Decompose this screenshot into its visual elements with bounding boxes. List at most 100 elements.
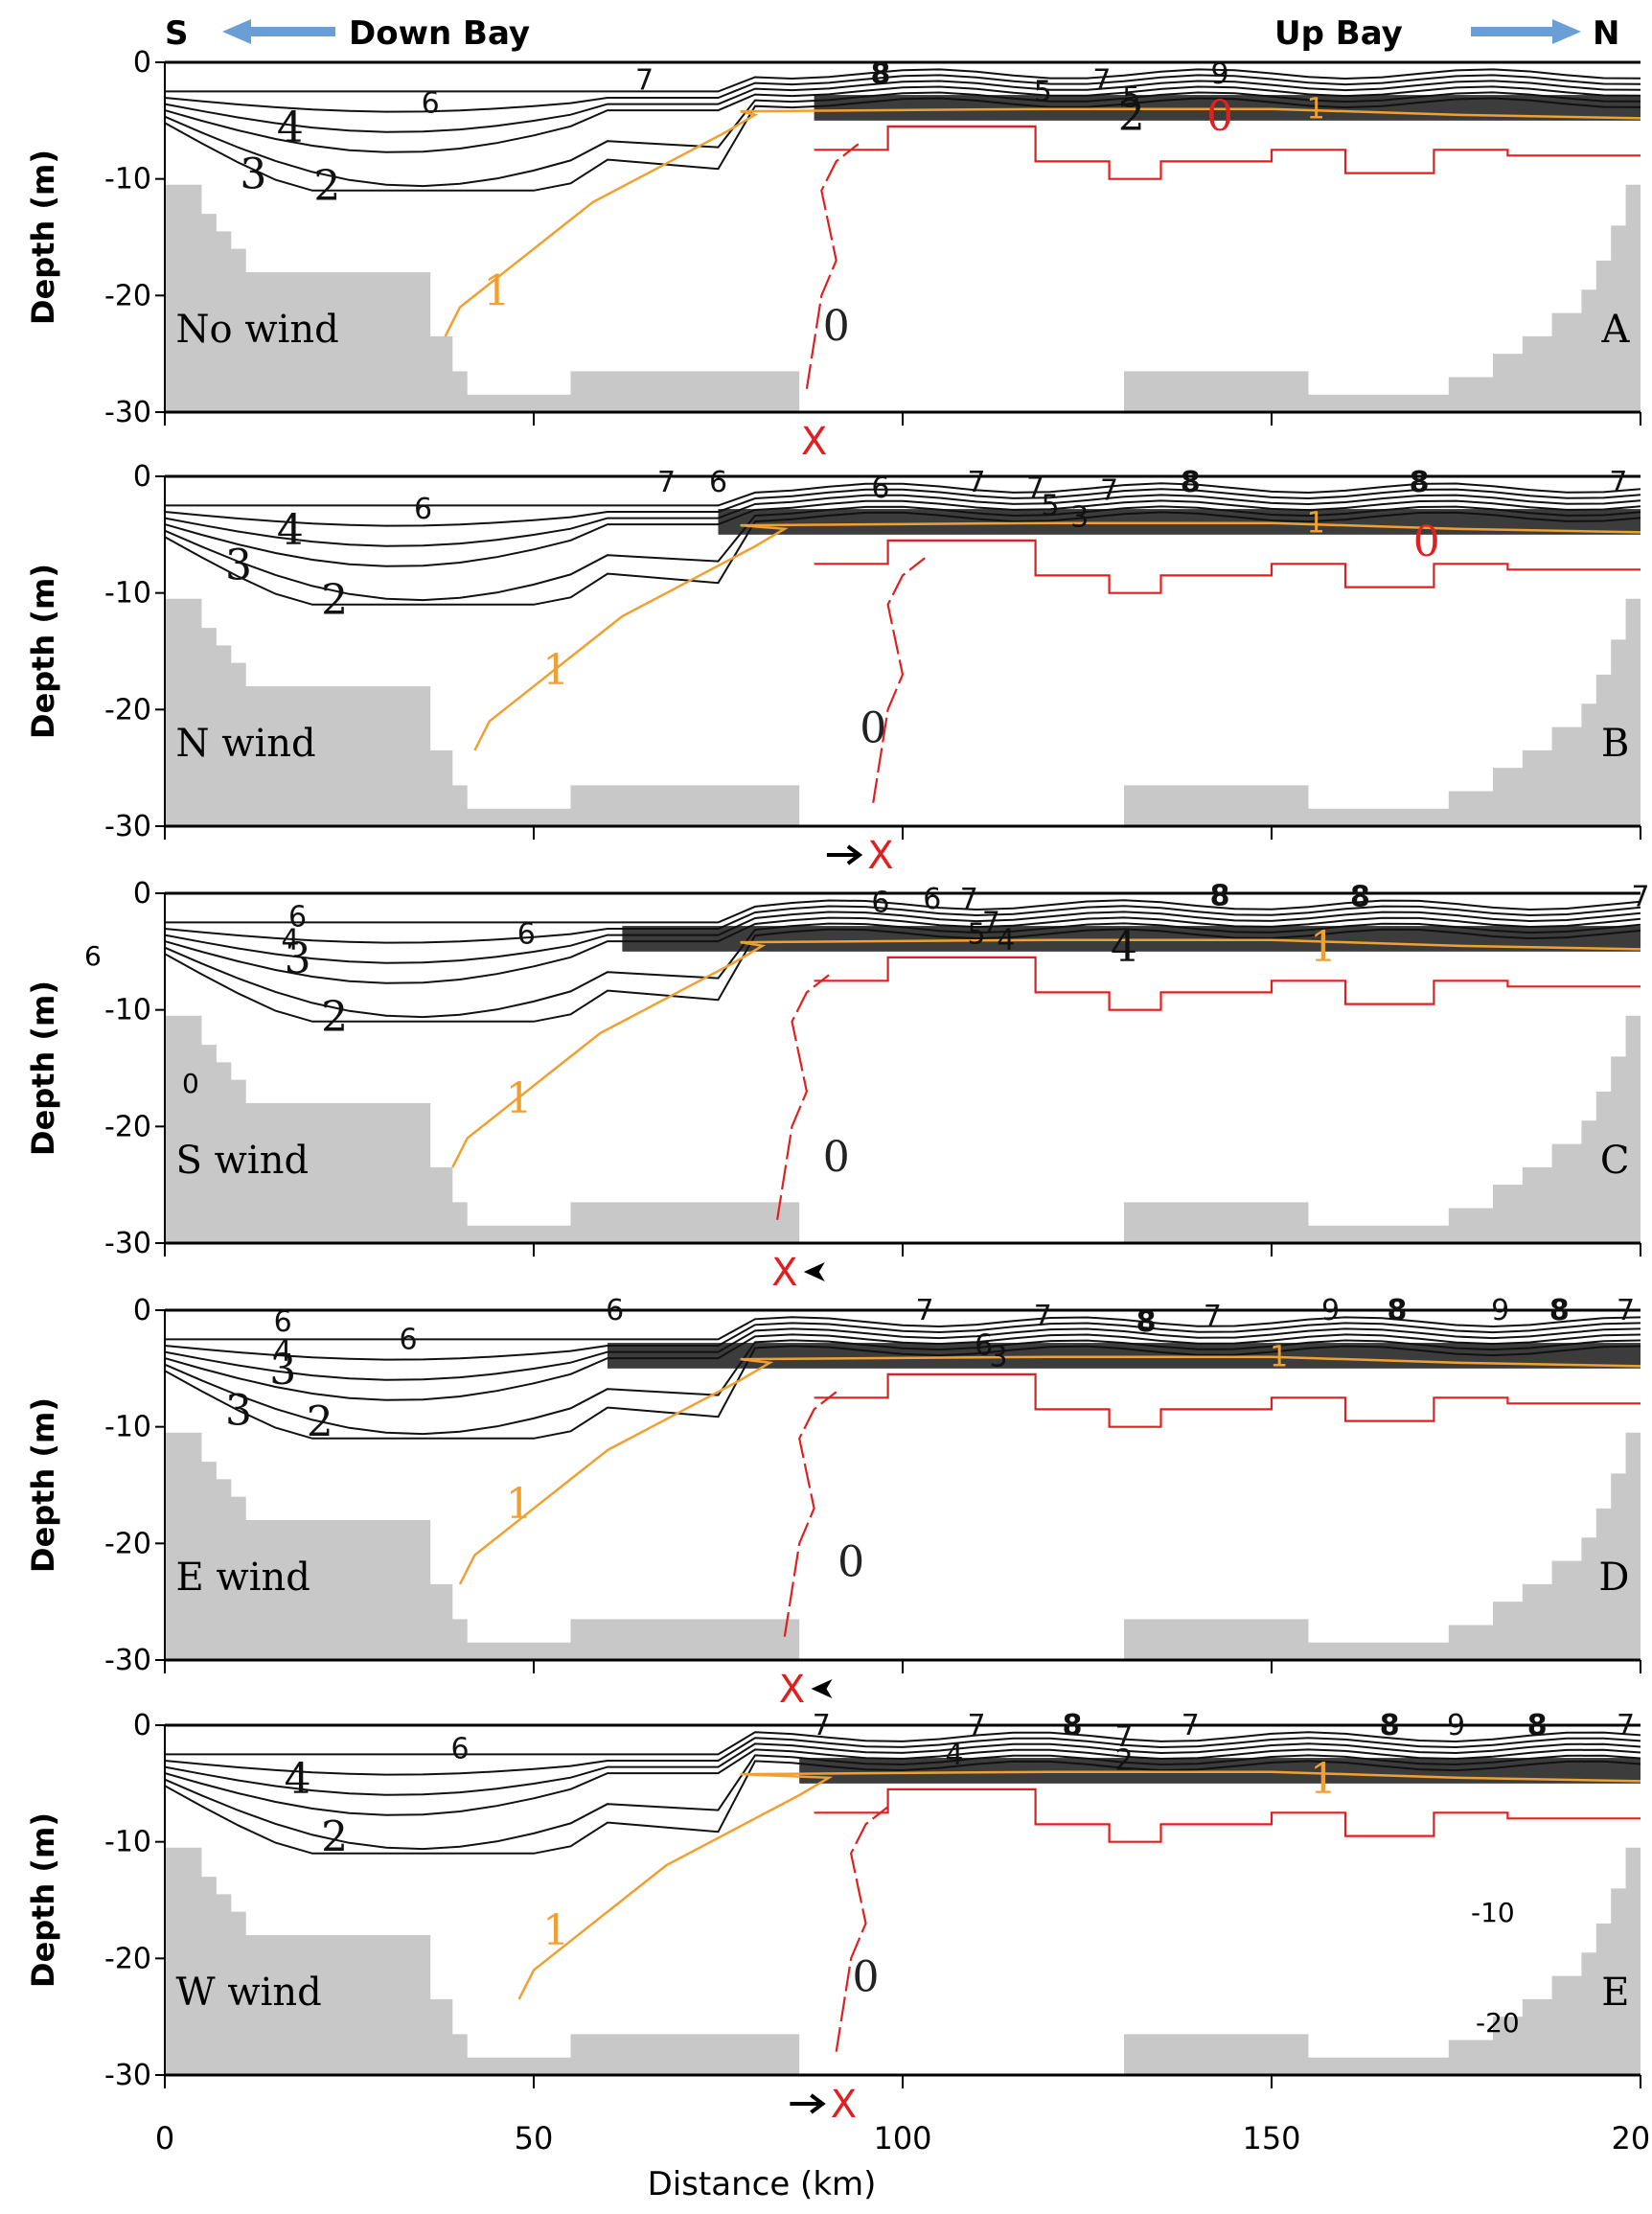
salinity-contour — [164, 905, 1641, 944]
contour-label: 4 — [945, 1738, 963, 1771]
contour-label: 8 — [1181, 466, 1201, 499]
isohaline-0-profile — [814, 539, 1641, 594]
y-tick-label: -30 — [104, 810, 151, 843]
contour-label: 1 — [484, 266, 511, 315]
x-tick-label: 100 — [873, 2120, 931, 2156]
bathymetry-fill — [165, 598, 1641, 826]
contour-label: 7 — [1609, 466, 1627, 499]
e-right-minus10-label: -10 — [1471, 1897, 1515, 1928]
panel-title: E wind — [176, 1556, 310, 1600]
x-axis-title: Distance (km) — [648, 2165, 877, 2203]
contour-label: 3 — [285, 934, 311, 983]
contour-label: 0 — [1206, 92, 1233, 141]
y-axis-titles: Depth (m) Depth (m) Depth (m) Depth (m) Dept… — [25, 150, 61, 1988]
right-arrow-icon — [1471, 19, 1581, 44]
contour-label: 6 — [414, 493, 432, 526]
contour-label: 5 — [967, 918, 985, 952]
contour-label: 8 — [1136, 1305, 1157, 1339]
y-tick-label: 0 — [133, 460, 151, 494]
contour-label: 6 — [422, 87, 440, 121]
contour-label: 2 — [313, 162, 340, 211]
y-tick-label: 0 — [133, 46, 151, 80]
up-bay-label: Up Bay — [1274, 14, 1403, 53]
isohaline-0-line — [783, 1391, 837, 1637]
arrow-left-icon — [803, 1262, 825, 1281]
contour-label: 1 — [1307, 507, 1325, 541]
contour-label: 9 — [1211, 58, 1229, 91]
salinity-contour — [164, 494, 1641, 547]
salt-intrusion-marker: X — [801, 420, 827, 464]
isohaline-0-profile — [814, 1787, 1641, 1843]
y-axis-title: Depth (m) — [25, 980, 61, 1156]
contour-label: 7 — [1617, 1294, 1635, 1327]
contour-label: 1 — [1310, 1755, 1337, 1804]
panel-title: W wind — [176, 1971, 322, 2015]
contour-label: 3 — [225, 1387, 252, 1436]
contour-label: 8 — [1527, 1709, 1548, 1742]
panel-title: S wind — [176, 1139, 310, 1183]
contour-label: 7 — [982, 906, 1000, 939]
halocline-band — [622, 926, 1641, 952]
contour-label: 0 — [837, 1538, 864, 1587]
contour-label: 1 — [506, 1074, 533, 1123]
e-right-minus20-label: -20 — [1476, 2007, 1520, 2039]
salinity-contour — [164, 1322, 1641, 1361]
contour-label: 4 — [277, 506, 304, 555]
salt-intrusion-marker: X — [779, 1668, 805, 1712]
contour-label: 0 — [823, 302, 850, 351]
salinity-contour — [164, 911, 1641, 964]
x-tick-label: 200 — [1611, 2120, 1652, 2156]
contour-label: 5 — [1034, 75, 1052, 108]
salt-intrusion-marker: X — [867, 834, 893, 878]
panel-letter: B — [1601, 722, 1629, 766]
contour-label: 7 — [657, 466, 676, 499]
y-tick-label: 0 — [133, 877, 151, 911]
contour-label: 7 — [1092, 63, 1111, 97]
contour-label: 2 — [321, 993, 348, 1042]
salinity-contour — [165, 899, 1641, 924]
salinity-contour — [164, 1742, 1641, 1796]
contour-label: 1 — [506, 1480, 533, 1529]
y-tick-label: -20 — [104, 693, 151, 726]
down-bay-label: Down Bay — [349, 14, 530, 53]
isohaline-1-line — [473, 521, 1641, 751]
salinity-contour — [164, 499, 1641, 567]
contour-label: 7 — [1631, 881, 1649, 914]
contour-label: 4 — [285, 1755, 311, 1804]
contour-label: 1 — [1270, 1341, 1288, 1374]
salinity-contour — [164, 74, 1641, 113]
y-tick-label: -10 — [104, 1411, 151, 1444]
contour-label: 2 — [1114, 1744, 1133, 1778]
contour-label: 6 — [274, 1305, 292, 1339]
y-tick-label: -30 — [104, 2059, 151, 2092]
contour-label: 1 — [542, 646, 569, 695]
contour-label: 7 — [967, 1709, 985, 1742]
y-tick-label: -20 — [104, 279, 151, 312]
contour-label: 2 — [1118, 92, 1145, 141]
contour-label: 7 — [1114, 1720, 1133, 1754]
y-tick-label: -20 — [104, 1527, 151, 1560]
contour-label: 7 — [1182, 1709, 1200, 1742]
arrow-right-icon — [826, 844, 863, 865]
contour-label: 7 — [813, 1709, 831, 1742]
arrow-left-icon — [811, 1679, 833, 1698]
contour-label: 4 — [277, 104, 304, 152]
north-label: N — [1593, 14, 1619, 53]
contour-label: 7 — [1617, 1709, 1635, 1742]
contour-label: 7 — [967, 466, 985, 499]
contour-label: 8 — [1380, 1709, 1400, 1742]
salinity-contour — [164, 85, 1641, 153]
contour-label: 5 — [1122, 81, 1140, 115]
contour-label: 6 — [288, 900, 307, 934]
contour-label: 8 — [1210, 879, 1230, 912]
contour-label: 4 — [997, 924, 1015, 957]
y-tick-label: -30 — [104, 396, 151, 429]
bathymetry-fill — [165, 1432, 1641, 1660]
salinity-contour — [165, 68, 1641, 93]
isohaline-1-line — [444, 107, 1641, 337]
contour-label: 4 — [281, 924, 299, 957]
